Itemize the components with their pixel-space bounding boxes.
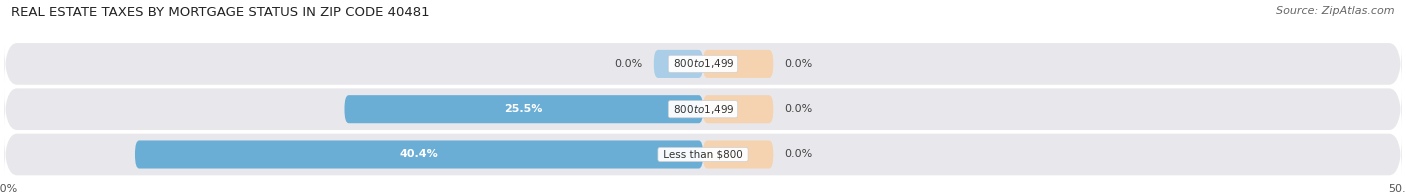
Text: $800 to $1,499: $800 to $1,499 <box>671 103 735 116</box>
Text: 25.5%: 25.5% <box>505 104 543 114</box>
Text: 0.0%: 0.0% <box>785 59 813 69</box>
Text: 0.0%: 0.0% <box>614 59 643 69</box>
Text: 0.0%: 0.0% <box>785 104 813 114</box>
FancyBboxPatch shape <box>135 140 703 168</box>
FancyBboxPatch shape <box>344 95 703 123</box>
FancyBboxPatch shape <box>4 43 1402 85</box>
Text: Less than $800: Less than $800 <box>659 150 747 160</box>
FancyBboxPatch shape <box>703 95 773 123</box>
FancyBboxPatch shape <box>703 50 773 78</box>
Text: REAL ESTATE TAXES BY MORTGAGE STATUS IN ZIP CODE 40481: REAL ESTATE TAXES BY MORTGAGE STATUS IN … <box>11 6 430 19</box>
Text: Source: ZipAtlas.com: Source: ZipAtlas.com <box>1277 6 1395 16</box>
FancyBboxPatch shape <box>4 88 1402 130</box>
Text: $800 to $1,499: $800 to $1,499 <box>671 57 735 70</box>
FancyBboxPatch shape <box>703 140 773 168</box>
FancyBboxPatch shape <box>4 134 1402 175</box>
Text: 0.0%: 0.0% <box>785 150 813 160</box>
FancyBboxPatch shape <box>654 50 703 78</box>
Text: 40.4%: 40.4% <box>399 150 439 160</box>
